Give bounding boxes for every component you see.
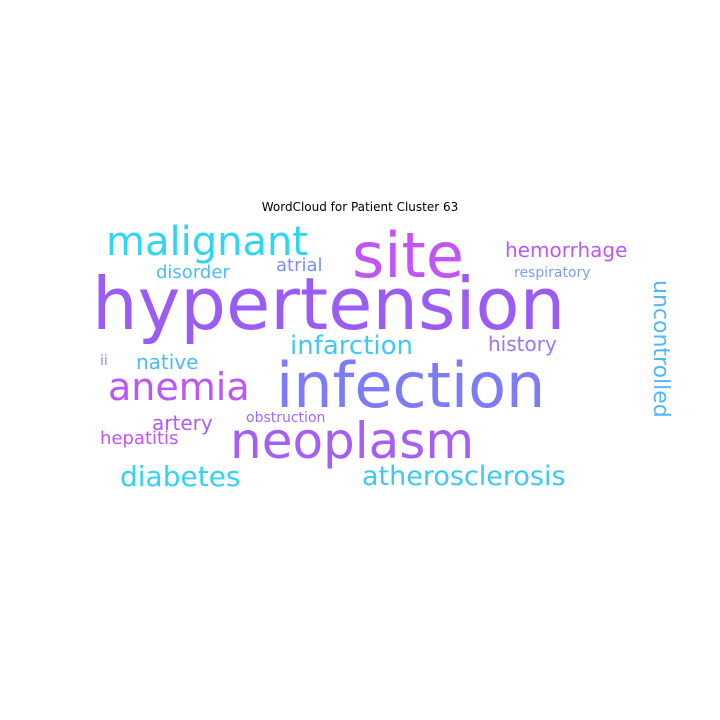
word-cloud: hypertension infection neoplasm site maligna… [92,219,673,500]
word-anemia: anemia [108,365,250,409]
word-respiratory: respiratory [514,265,591,281]
word-infarction: infarction [290,331,414,361]
word-site: site [352,219,464,292]
word-disorder: disorder [156,262,230,283]
word-diabetes: diabetes [120,460,241,493]
word-history: history [488,332,557,356]
word-malignant: malignant [106,219,308,265]
word-hypertension: hypertension [92,262,566,346]
word-obstruction: obstruction [246,410,326,426]
word-hemorrhage: hemorrhage [505,238,628,262]
word-ii: ii [100,353,108,369]
word-native: native [136,350,199,374]
word-atherosclerosis: atherosclerosis [362,461,566,492]
word-atrial: atrial [276,255,323,276]
word-infection: infection [276,349,546,422]
word-neoplasm: neoplasm [230,412,475,470]
word-hepatitis: hepatitis [100,428,179,449]
word-artery: artery [152,411,213,435]
word-uncontrolled: uncontrolled [648,280,673,418]
chart-title: WordCloud for Patient Cluster 63 [261,200,459,214]
